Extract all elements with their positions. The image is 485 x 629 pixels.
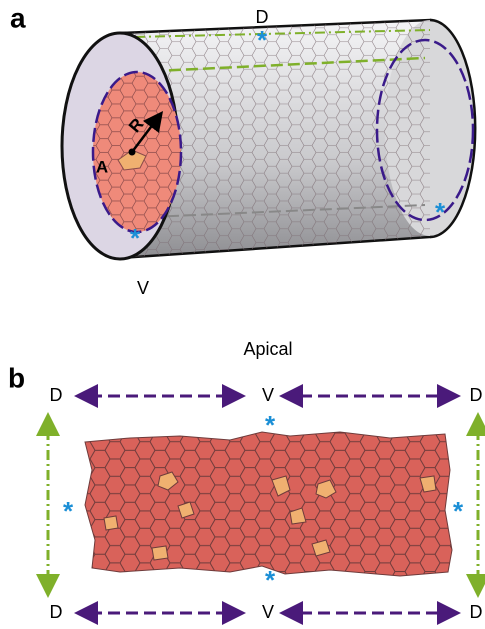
panel-label: b (8, 362, 25, 393)
marker: * (265, 565, 276, 595)
sheet (85, 432, 452, 576)
marker: * (63, 496, 74, 526)
axis-label: D (470, 602, 483, 622)
title: Apical (243, 339, 292, 359)
marker: * (265, 410, 276, 440)
marker: * (130, 223, 141, 253)
axis-label: D (50, 602, 63, 622)
marker: * (453, 496, 464, 526)
panel-label: a (10, 2, 26, 33)
axis-label: D (470, 385, 483, 405)
cylinder (62, 20, 475, 259)
axis-label: D (50, 385, 63, 405)
figure: a D V R A * * * b Apical D V D D V D * (0, 0, 485, 629)
marker: * (435, 197, 446, 227)
axis-label: V (262, 385, 274, 405)
marker: * (257, 25, 268, 55)
area-label: A (96, 157, 108, 176)
axis-label: V (262, 602, 274, 622)
ventral-label: V (137, 278, 149, 298)
dorsal-label: D (256, 7, 269, 27)
